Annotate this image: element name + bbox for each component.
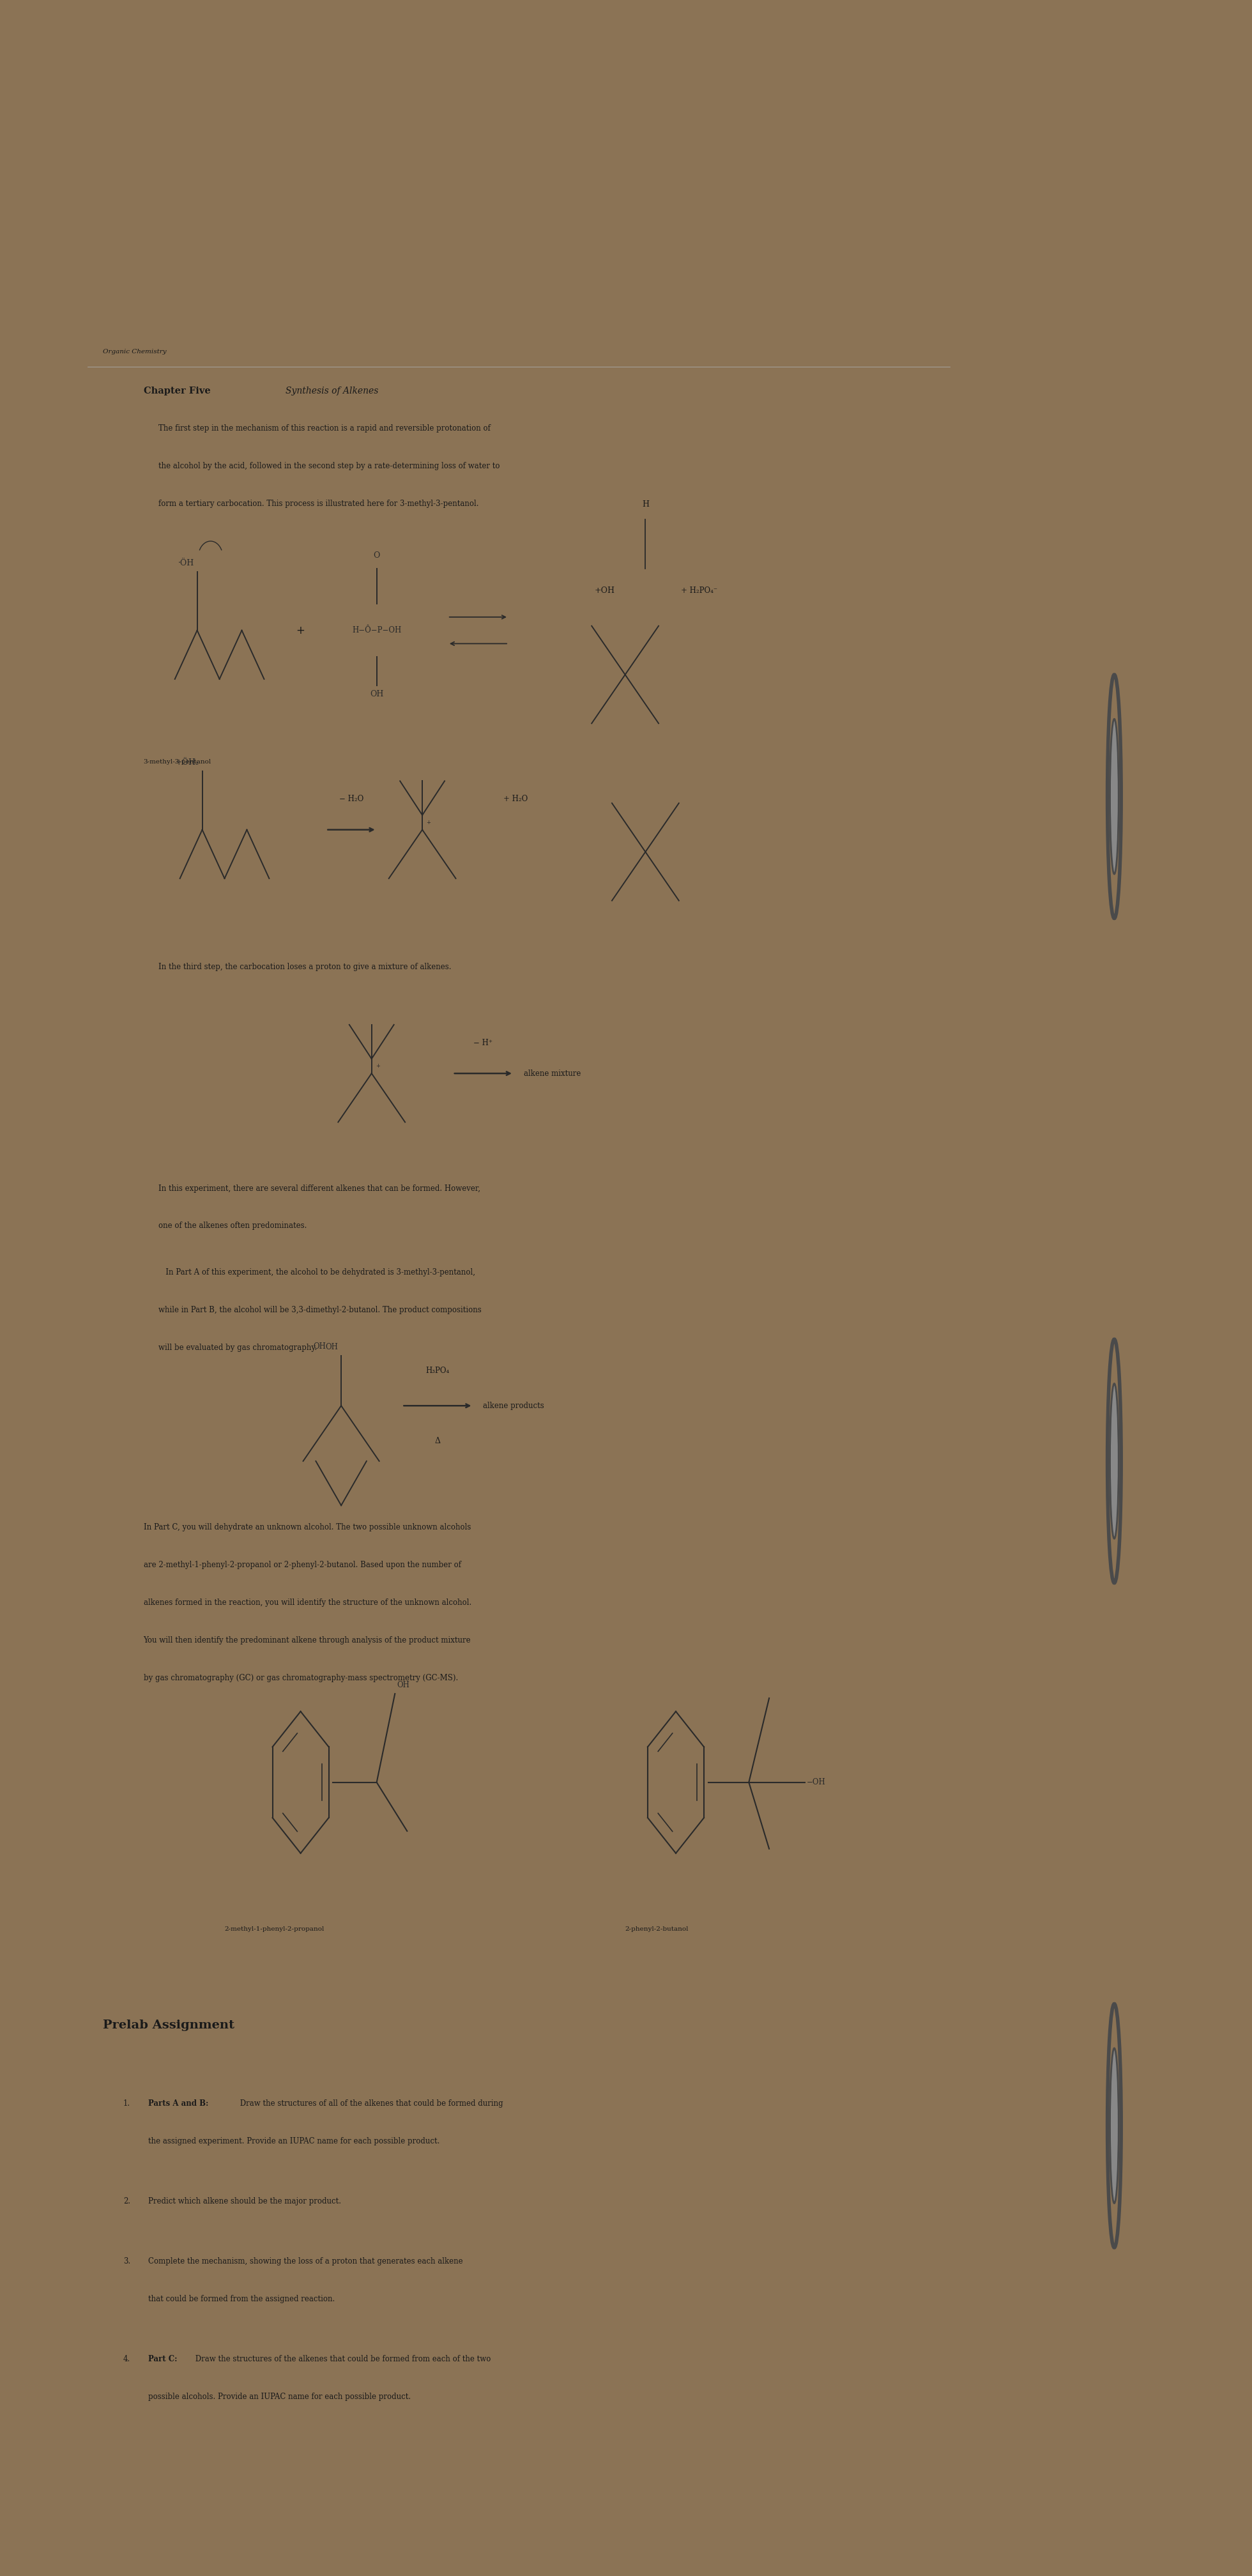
Circle shape — [1109, 719, 1118, 873]
Circle shape — [1109, 2048, 1118, 2202]
Text: You will then identify the predominant alkene through analysis of the product mi: You will then identify the predominant a… — [144, 1636, 471, 1643]
Text: −OH: −OH — [806, 1777, 825, 1788]
Text: the assigned experiment. Provide an IUPAC name for each possible product.: the assigned experiment. Provide an IUPA… — [149, 2138, 439, 2146]
Text: − H⁺: − H⁺ — [473, 1038, 493, 1046]
Text: H₃PO₄: H₃PO₄ — [426, 1365, 449, 1376]
Text: O: O — [373, 551, 379, 559]
Text: OH: OH — [313, 1342, 326, 1350]
Text: In Part A of this experiment, the alcohol to be dehydrated is 3-methyl-3-pentano: In Part A of this experiment, the alcoho… — [159, 1267, 476, 1278]
Text: by gas chromatography (GC) or gas chromatography-mass spectrometry (GC-MS).: by gas chromatography (GC) or gas chroma… — [144, 1674, 458, 1682]
Text: while in Part B, the alcohol will be 3,3-dimethyl-2-butanol. The product composi: while in Part B, the alcohol will be 3,3… — [159, 1306, 482, 1314]
Text: Organic Chemistry: Organic Chemistry — [103, 348, 167, 355]
Text: form a tertiary carbocation. This process is illustrated here for 3-methyl-3-pen: form a tertiary carbocation. This proces… — [159, 500, 480, 507]
Text: In this experiment, there are several different alkenes that can be formed. Howe: In this experiment, there are several di… — [159, 1185, 481, 1193]
Text: OH: OH — [326, 1342, 338, 1352]
Text: Draw the structures of the alkenes that could be formed from each of the two: Draw the structures of the alkenes that … — [193, 2354, 491, 2365]
Text: Δ: Δ — [434, 1437, 441, 1445]
Text: Complete the mechanism, showing the loss of a proton that generates each alkene: Complete the mechanism, showing the loss… — [149, 2257, 463, 2267]
Text: alkene mixture: alkene mixture — [523, 1069, 581, 1077]
Text: +OH: +OH — [595, 587, 615, 595]
Text: 4.: 4. — [123, 2354, 130, 2365]
Text: one of the alkenes often predominates.: one of the alkenes often predominates. — [159, 1221, 307, 1231]
Text: Chapter Five: Chapter Five — [144, 386, 210, 397]
Text: OH: OH — [397, 1682, 409, 1690]
Text: Draw the structures of all of the alkenes that could be formed during: Draw the structures of all of the alkene… — [238, 2099, 503, 2107]
Text: Parts A and B:: Parts A and B: — [149, 2099, 209, 2107]
Text: 2-phenyl-2-butanol: 2-phenyl-2-butanol — [625, 1927, 689, 1932]
Text: +: + — [297, 623, 305, 636]
Text: Part C:: Part C: — [149, 2354, 178, 2365]
Text: are 2-methyl-1-phenyl-2-propanol or 2-phenyl-2-butanol. Based upon the number of: are 2-methyl-1-phenyl-2-propanol or 2-ph… — [144, 1561, 461, 1569]
Text: the alcohol by the acid, followed in the second step by a rate-determining loss : the alcohol by the acid, followed in the… — [159, 461, 500, 471]
Text: that could be formed from the assigned reaction.: that could be formed from the assigned r… — [149, 2295, 336, 2303]
Text: In the third step, the carbocation loses a proton to give a mixture of alkenes.: In the third step, the carbocation loses… — [159, 963, 452, 971]
Text: + H₂O: + H₂O — [503, 796, 528, 804]
Text: 2.: 2. — [123, 2197, 130, 2205]
Text: Prelab Assignment: Prelab Assignment — [103, 2020, 234, 2030]
Text: Predict which alkene should be the major product.: Predict which alkene should be the major… — [149, 2197, 342, 2205]
Text: − H₂O: − H₂O — [339, 796, 363, 804]
Text: H: H — [642, 500, 649, 507]
Text: alkene products: alkene products — [483, 1401, 545, 1409]
Text: 1.: 1. — [123, 2099, 130, 2107]
Circle shape — [1109, 1383, 1118, 1538]
Text: The first step in the mechanism of this reaction is a rapid and reversible proto: The first step in the mechanism of this … — [159, 425, 491, 433]
Text: + H₂PO₄⁻: + H₂PO₄⁻ — [681, 587, 717, 595]
Text: 3-methyl-3-pentanol: 3-methyl-3-pentanol — [144, 760, 212, 765]
Text: will be evaluated by gas chromatography.: will be evaluated by gas chromatography. — [159, 1345, 317, 1352]
Text: OH: OH — [369, 690, 383, 698]
Text: possible alcohols. Provide an IUPAC name for each possible product.: possible alcohols. Provide an IUPAC name… — [149, 2393, 411, 2401]
Text: +ÖH₂: +ÖH₂ — [175, 757, 199, 768]
Text: Synthesis of Alkenes: Synthesis of Alkenes — [285, 386, 378, 397]
Text: 3.: 3. — [123, 2257, 130, 2267]
Text: H−Ô−P−OH: H−Ô−P−OH — [352, 626, 402, 634]
Text: ·ÖH: ·ÖH — [178, 559, 194, 567]
Text: alkenes formed in the reaction, you will identify the structure of the unknown a: alkenes formed in the reaction, you will… — [144, 1600, 471, 1607]
Text: +: + — [427, 819, 431, 824]
Text: In Part C, you will dehydrate an unknown alcohol. The two possible unknown alcoh: In Part C, you will dehydrate an unknown… — [144, 1522, 471, 1533]
Text: +: + — [376, 1064, 381, 1069]
Text: 2-methyl-1-phenyl-2-propanol: 2-methyl-1-phenyl-2-propanol — [224, 1927, 324, 1932]
